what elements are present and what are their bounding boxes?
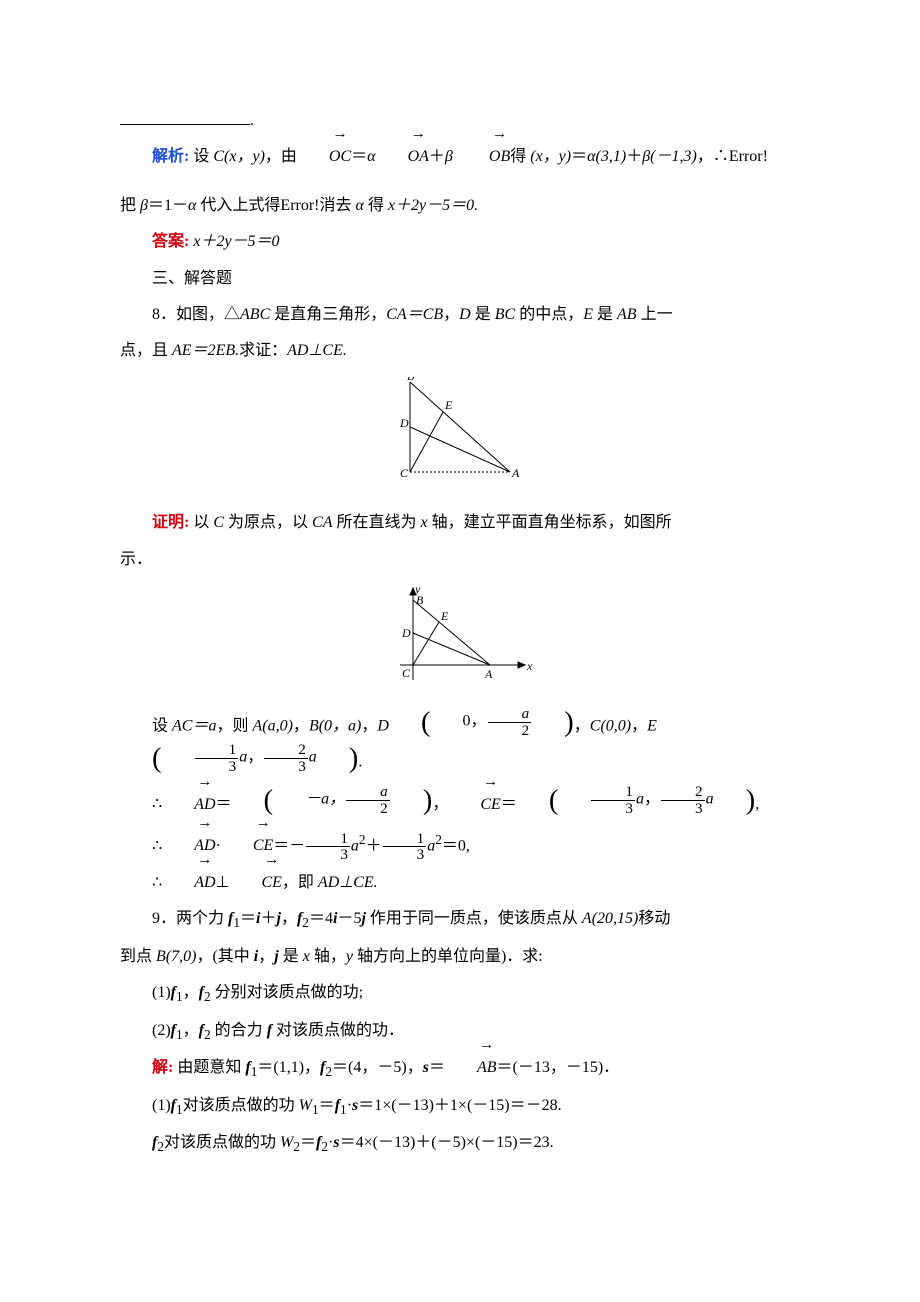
error-text: Error! — [729, 148, 768, 165]
q9-sub2: (2)f1，f2 的合力 f 对该质点做的功． — [120, 1016, 800, 1048]
figure-triangle-2: y x B D C A E — [120, 585, 800, 696]
svg-text:D: D — [399, 416, 409, 430]
svg-text:E: E — [444, 398, 453, 412]
q9-line1: 9．两个力 f1＝i＋j，f2＝4i－5j 作用于同一质点，使该质点从 A(20… — [120, 904, 800, 936]
svg-text:A: A — [484, 667, 493, 681]
proof-label: 证明: — [152, 514, 189, 531]
svg-text:D: D — [401, 626, 411, 640]
analysis-label: 解析: — [152, 148, 189, 165]
analysis-para: 解析: 设 C(x，y)，由→OC＝α→OA＋β →OB得 (x，y)＝α(3,… — [120, 142, 800, 172]
paren-ad: －a，a2 — [232, 784, 433, 815]
underline-blank — [120, 110, 250, 125]
answer-para: 答案: x＋2y－5＝0 — [120, 227, 800, 257]
vec-ob: →OB — [457, 142, 510, 172]
figure-triangle-1: B D C A E — [120, 377, 800, 498]
analysis-line2: 把 β＝1－α 代入上式得Error!消去 α 得 x＋2y－5＝0. — [120, 191, 800, 221]
vec-oc: →OC — [297, 142, 351, 172]
sol-2: f2对该质点做的功 W2＝f2·s＝4×(－13)＋(－5)×(－15)＝23. — [120, 1128, 800, 1160]
vec-ab: →AB — [445, 1053, 497, 1083]
svg-text:B: B — [416, 593, 424, 607]
proof-line2: 示． — [120, 545, 800, 575]
paren-ce: 13a，23a — [517, 784, 755, 815]
vec-oa: →OA — [376, 142, 429, 172]
proof-para: 证明: 以 C 为原点，以 CA 所在直线为 x 轴，建立平面直角坐标系，如图所 — [120, 508, 800, 538]
dot-line: ∴→AD·→CE＝－13a2＋13a2＝0, — [120, 827, 800, 862]
section-3-heading: 三、解答题 — [120, 264, 800, 294]
vec-adce-line: ∴→AD＝－a，a2，→CE＝13a，23a, — [120, 784, 800, 820]
period: . — [250, 112, 254, 129]
paren-D: 0，a2 — [389, 706, 574, 737]
sol-1: (1)f1对该质点做的功 W1＝f1·s＝1×(－13)＋1×(－15)＝－28… — [120, 1091, 800, 1123]
q8-line2: 点，且 AE＝2EB.求证：AD⊥CE. — [120, 336, 800, 366]
point-c: C(x，y) — [213, 148, 265, 165]
answer-label: 答案: — [152, 233, 189, 250]
error-text-2: Error! — [280, 197, 319, 214]
paren-E: 13a，23a — [120, 742, 358, 773]
q9-sub1: (1)f1，f2 分别对该质点做的功; — [120, 978, 800, 1010]
sol-label: 解: — [152, 1059, 173, 1076]
page: . 解析: 设 C(x，y)，由→OC＝α→OA＋β →OB得 (x，y)＝α(… — [0, 0, 920, 1302]
vec-ce: →CE — [448, 790, 500, 820]
q9-line2: 到点 B(7,0)，(其中 i，j 是 x 轴，y 轴方向上的单位向量)．求: — [120, 942, 800, 972]
answer-value: x＋2y－5＝0 — [189, 233, 279, 250]
svg-text:x: x — [526, 659, 533, 673]
svg-text:C: C — [400, 466, 409, 480]
perp-line: ∴→AD⊥→CE，即 AD⊥CE. — [120, 868, 800, 898]
svg-text:E: E — [440, 609, 449, 623]
blank-line-row: . — [120, 106, 800, 136]
sol-para: 解: 由题意知 f1＝(1,1)，f2＝(4，－5)，s＝→AB＝(－13，－1… — [120, 1053, 800, 1085]
set-line: 设 AC＝a，则 A(a,0)，B(0，a)，D0，a2，C(0,0)，E13a… — [120, 706, 800, 778]
svg-text:B: B — [407, 377, 415, 383]
svg-text:C: C — [402, 666, 411, 680]
q8-line1: 8．如图，△ABC 是直角三角形，CA＝CB，D 是 BC 的中点，E 是 AB… — [120, 300, 800, 330]
svg-text:A: A — [511, 466, 520, 480]
